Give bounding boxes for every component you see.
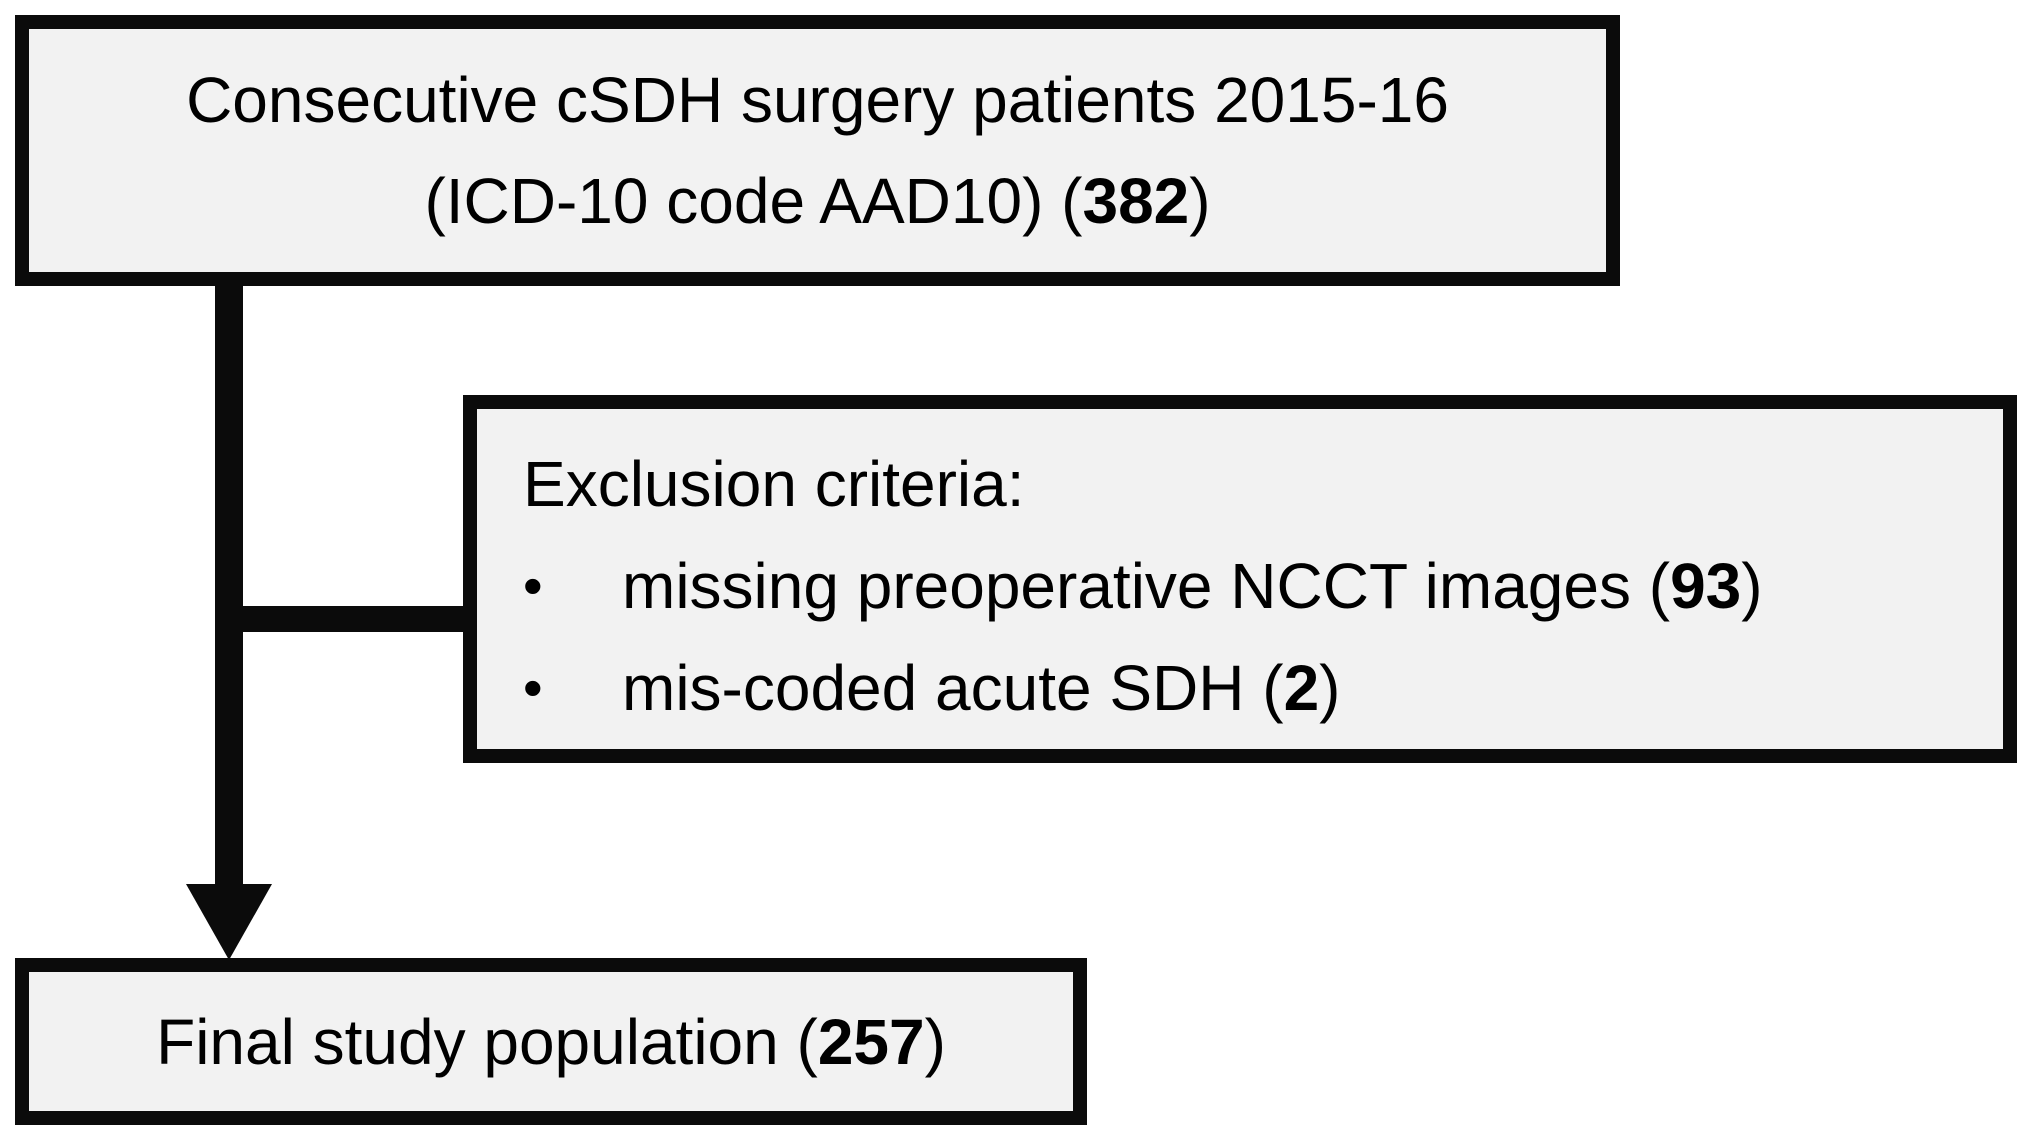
final-box-text: Final study population (257)	[156, 1005, 946, 1079]
exclusion-item-1-prefix: missing preoperative NCCT images (	[622, 550, 1671, 622]
bullet-icon: •	[523, 554, 543, 617]
exclusion-title: Exclusion criteria:	[523, 448, 1025, 520]
bullet-icon: •	[523, 656, 543, 719]
source-box-line2-suffix: )	[1189, 164, 1211, 237]
source-box-line1: Consecutive cSDH surgery patients 2015-1…	[186, 63, 1449, 136]
exclusion-item-1-text: missing preoperative NCCT images (93)	[622, 535, 1763, 637]
final-box-suffix: )	[924, 1005, 946, 1078]
final-box-prefix: Final study population (	[156, 1005, 818, 1078]
exclusion-item-2-text: mis-coded acute SDH (2)	[622, 637, 1340, 739]
final-count: 257	[817, 1005, 925, 1078]
exclusion-item-2-prefix: mis-coded acute SDH (	[622, 652, 1284, 724]
flow-arrow-down-head	[186, 884, 272, 960]
source-box-line2-prefix: (ICD-10 code AAD10) (	[424, 164, 1083, 237]
exclusion-item-2: • mis-coded acute SDH (2)	[523, 637, 1979, 739]
source-population-box: Consecutive cSDH surgery patients 2015-1…	[15, 15, 1620, 286]
exclusion-item-2-count: 2	[1283, 652, 1320, 724]
exclusion-item-1-count: 93	[1670, 550, 1742, 622]
final-population-box: Final study population (257)	[15, 958, 1087, 1125]
exclusion-item-2-suffix: )	[1319, 652, 1341, 724]
source-count: 382	[1082, 164, 1190, 237]
exclusion-criteria-box: Exclusion criteria: • missing preoperati…	[463, 395, 2017, 763]
exclusion-item-1: • missing preoperative NCCT images (93)	[523, 535, 1979, 637]
flow-arrow-shaft	[215, 280, 243, 888]
source-box-line2: (ICD-10 code AAD10) (382)	[424, 151, 1210, 252]
exclusion-connector-line	[230, 606, 470, 632]
exclusion-item-1-suffix: )	[1741, 550, 1763, 622]
